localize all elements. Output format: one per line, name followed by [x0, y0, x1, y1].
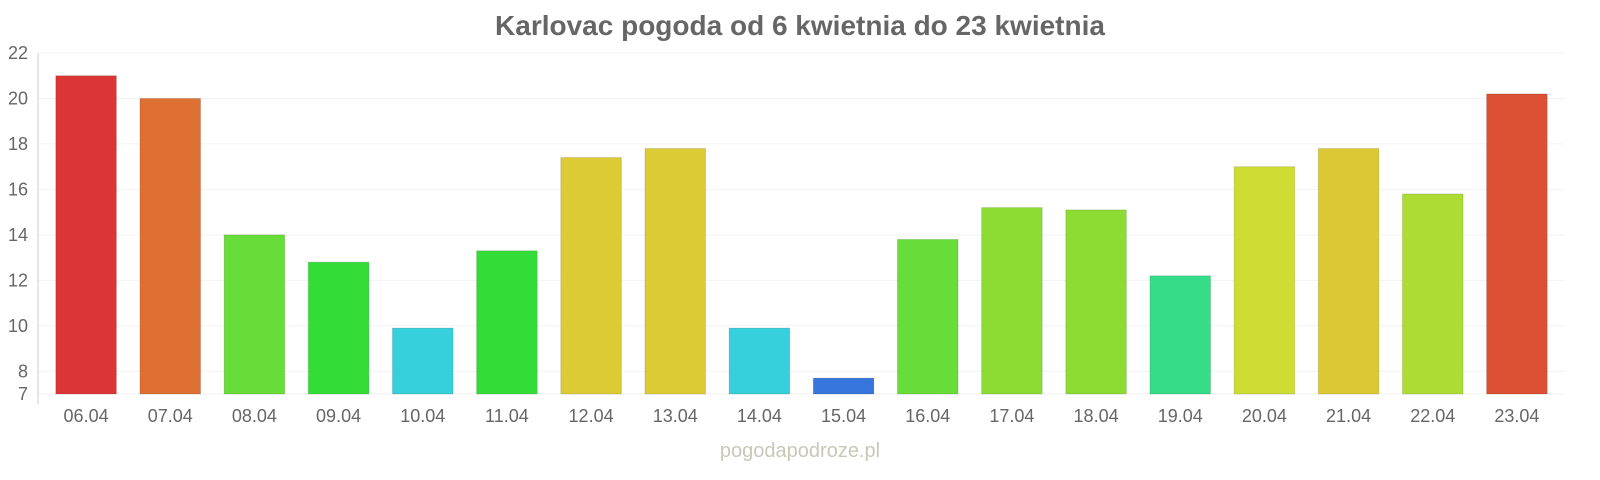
bar-20.04 [1233, 166, 1296, 395]
x-tick-label: 13.04 [653, 406, 698, 426]
bar-23.04 [1486, 93, 1548, 395]
x-tick-label: 15.04 [821, 406, 866, 426]
bar-16.04 [896, 238, 959, 395]
x-tick-label: 07.04 [148, 406, 193, 426]
x-tick-label: 12.04 [569, 406, 614, 426]
x-tick-label: 08.04 [232, 406, 277, 426]
x-tick-label: 09.04 [316, 406, 361, 426]
bar-12.04 [560, 157, 622, 395]
y-tick-label: 18 [8, 134, 28, 154]
x-tick-label: 23.04 [1494, 406, 1539, 426]
bar-17.04 [981, 207, 1043, 395]
y-tick-label: 10 [8, 316, 28, 336]
chart-title: Karlovac pogoda od 6 kwietnia do 23 kwie… [495, 10, 1105, 41]
x-tick-label: 22.04 [1410, 406, 1455, 426]
bar-18.04 [1065, 209, 1127, 395]
bar-11.04 [476, 250, 538, 395]
bar-09.04 [307, 261, 370, 395]
x-tick-label: 10.04 [400, 406, 445, 426]
x-tick-label: 19.04 [1158, 406, 1203, 426]
bar-19.04 [1149, 275, 1212, 395]
bar-15.04 [812, 377, 875, 395]
bar-10.04 [391, 327, 454, 395]
x-tick-label: 17.04 [989, 406, 1034, 426]
y-tick-label: 20 [8, 88, 28, 108]
x-tick-label: 21.04 [1326, 406, 1371, 426]
bar-21.04 [1317, 147, 1380, 395]
bar-22.04 [1401, 193, 1464, 395]
x-tick-label: 06.04 [64, 406, 109, 426]
x-tick-label: 16.04 [905, 406, 950, 426]
bar-06.04 [55, 75, 117, 395]
source-watermark: pogodapodroze.pl [719, 440, 881, 462]
y-tick-label: 12 [8, 270, 28, 290]
y-tick-label: 7 [18, 384, 28, 404]
x-tick-label: 18.04 [1074, 406, 1119, 426]
bar-08.04 [223, 234, 286, 395]
bar-13.04 [644, 147, 707, 395]
x-tick-label: 11.04 [485, 406, 529, 426]
x-tick-label: 14.04 [737, 406, 782, 426]
bar-14.04 [728, 327, 791, 395]
y-tick-label: 22 [8, 43, 28, 63]
y-tick-label: 14 [8, 225, 28, 245]
y-tick-label: 16 [8, 179, 28, 199]
bar-07.04 [139, 97, 202, 395]
x-tick-label: 20.04 [1242, 406, 1287, 426]
y-tick-label: 8 [18, 361, 28, 381]
